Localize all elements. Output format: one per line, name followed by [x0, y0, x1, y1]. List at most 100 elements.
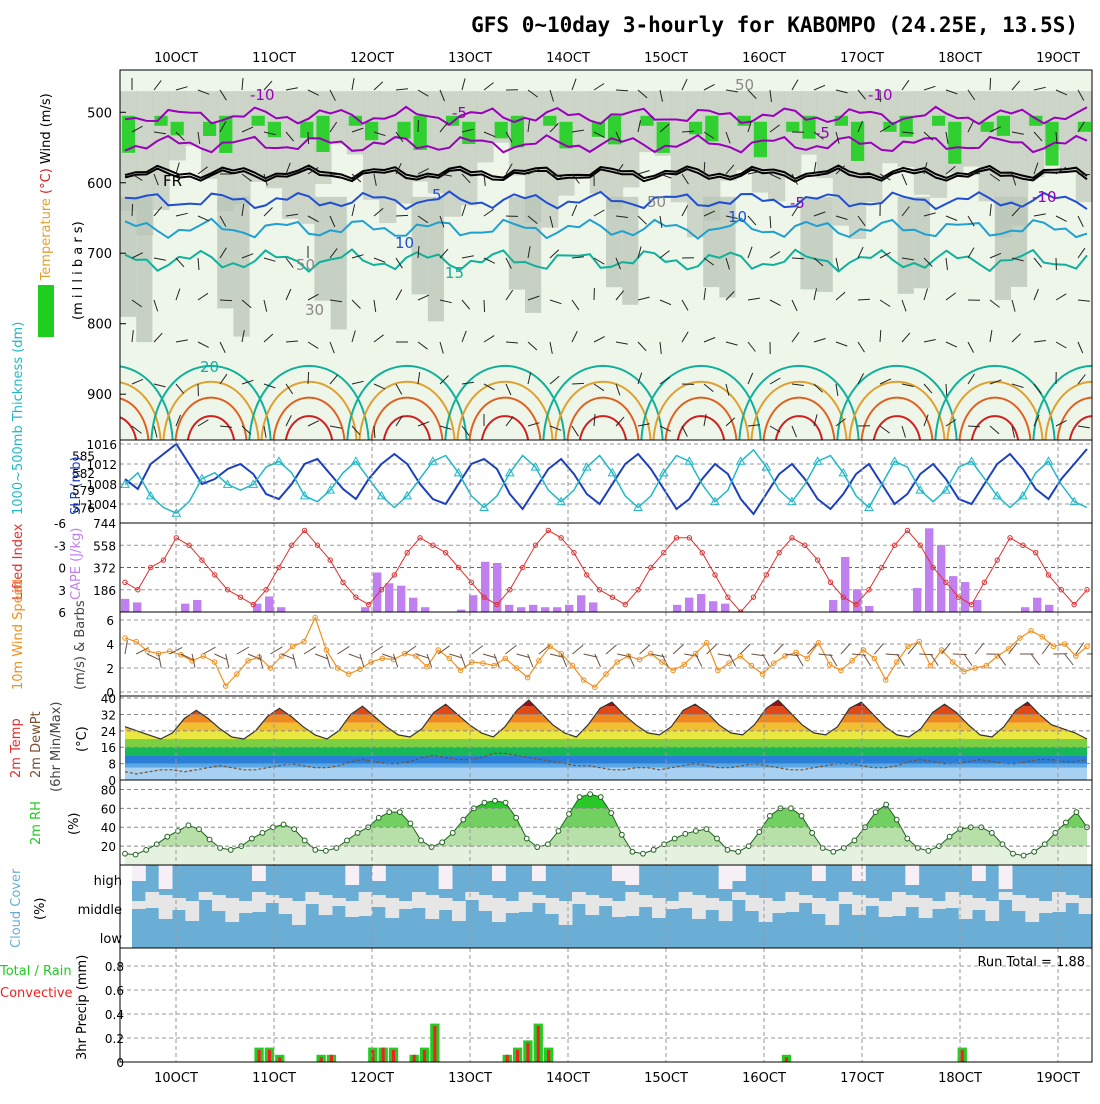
cape-bar: [709, 601, 717, 612]
rh-green-patch: [495, 122, 508, 139]
rh-point: [524, 836, 529, 841]
rh-point: [207, 837, 212, 842]
x-tick-bottom-7: 17OCT: [840, 1071, 884, 1086]
rh-lower-band: [914, 197, 930, 288]
precip-rain-bar: [506, 1055, 509, 1062]
cloud-middle: [985, 901, 999, 921]
rh-green-patch: [657, 122, 670, 153]
wind-barb-10m: [393, 654, 397, 667]
precip-rain-bar: [330, 1055, 333, 1062]
cape-tick: 186: [93, 584, 116, 598]
thickness-label: 1000~500mb Thickness (dm): [11, 322, 26, 515]
temp-band: [120, 723, 1092, 731]
temp-band: [120, 768, 1092, 780]
slp-thickness-plot: [120, 444, 1092, 516]
wind-tick: 2: [106, 662, 114, 676]
cloud-middle: [959, 895, 973, 919]
slp-label: SLP (mb): [69, 456, 84, 515]
rh-gray-band: [865, 91, 882, 202]
rh-green-patch: [414, 116, 427, 150]
rh-point: [123, 851, 128, 856]
rh-green-patch: [365, 122, 378, 140]
cloud-middle: [212, 895, 226, 911]
upper-air-y-tick: 800: [87, 318, 112, 333]
cape-bar: [505, 605, 513, 612]
rh-lower-band: [703, 197, 719, 287]
x-tick-top-0: 10OCT: [154, 51, 198, 66]
cape-bar: [421, 607, 429, 612]
cloud-middle: [972, 898, 986, 910]
rh-gray-band: [298, 91, 315, 224]
rh-point: [323, 848, 328, 853]
contour-label: 50: [735, 76, 754, 94]
rh-point: [313, 847, 318, 852]
rh-tick: 20: [101, 840, 116, 854]
rh-lower-band: [331, 197, 347, 330]
wind-barb: [396, 215, 408, 216]
rh-gray-band: [768, 91, 785, 201]
precip-rain-bar: [258, 1050, 261, 1062]
cloud-middle: [692, 895, 706, 919]
rh-gray-band: [476, 91, 493, 162]
li-tick: 0: [58, 562, 66, 576]
rh-point: [630, 849, 635, 854]
wind-barb-10m: [1031, 654, 1039, 665]
precip-unit: 3hr Precip (mm): [75, 955, 90, 1060]
rh-plot: [120, 771, 1092, 865]
precip-rain-bar: [537, 1026, 540, 1062]
cloud-middle: [439, 898, 453, 910]
cloud-middle: [319, 895, 333, 915]
rh-gray-band: [185, 91, 202, 146]
rh-lower-band: [525, 197, 541, 313]
rh-point: [461, 817, 466, 822]
rh-point: [429, 845, 434, 850]
wind-barb-10m: [293, 654, 297, 668]
rh-point: [683, 831, 688, 836]
rh-tick: 40: [101, 821, 116, 835]
rh-point: [345, 838, 350, 843]
cloud-middle: [252, 892, 266, 912]
cape-bar: [913, 588, 921, 612]
cloud-middle: [772, 901, 786, 913]
rh-green-patch: [754, 122, 767, 157]
precip-label: Total / Rain: [0, 964, 72, 979]
rh-gray-band: [152, 91, 169, 210]
cloud-middle: [452, 901, 466, 921]
cloud-middle: [679, 892, 693, 908]
cloud-middle: [905, 895, 919, 907]
cape-bar: [721, 604, 729, 612]
rh-band: [120, 808, 1092, 827]
rh-point: [757, 830, 762, 835]
cape-label: CAPE (J/kg): [69, 528, 84, 600]
wind-label-left: 10m Wind Speed: [11, 579, 26, 690]
cape-bar: [385, 583, 393, 612]
rh-gray-band: [719, 91, 736, 181]
cape-bar: [553, 607, 561, 612]
temp-tick: 32: [101, 708, 116, 722]
upper-air-yunit: (m i l l i b a r s): [71, 221, 86, 320]
wind-barb: [572, 383, 584, 384]
cloud-middle: [625, 892, 639, 916]
wind-barb-10m: [360, 654, 364, 667]
x-tick-top-8: 18OCT: [938, 51, 982, 66]
cloud-middle: [239, 901, 253, 913]
rh-point: [482, 800, 487, 805]
wind-barb-10m: [695, 654, 701, 667]
temp-band: [120, 706, 1092, 714]
wind-barb-10m: [461, 654, 466, 667]
rh-label: 2m RH: [29, 801, 44, 845]
contour-label: -10: [868, 86, 893, 104]
cloud-middle: [1012, 895, 1026, 911]
cloud-tick-middle: middle: [78, 903, 122, 918]
rh-lower-band: [622, 197, 638, 305]
temp-tick: 8: [108, 758, 116, 772]
contour-label: 5: [432, 186, 442, 204]
rh-green-patch: [268, 122, 281, 137]
x-tick-bottom-9: 19OCT: [1036, 1071, 1080, 1086]
contour-label: 10: [728, 208, 747, 226]
rh-green-patch: [203, 122, 216, 136]
rh-point: [302, 838, 307, 843]
cloud-label: Cloud Cover: [9, 868, 24, 948]
cloud-high: [905, 865, 919, 885]
